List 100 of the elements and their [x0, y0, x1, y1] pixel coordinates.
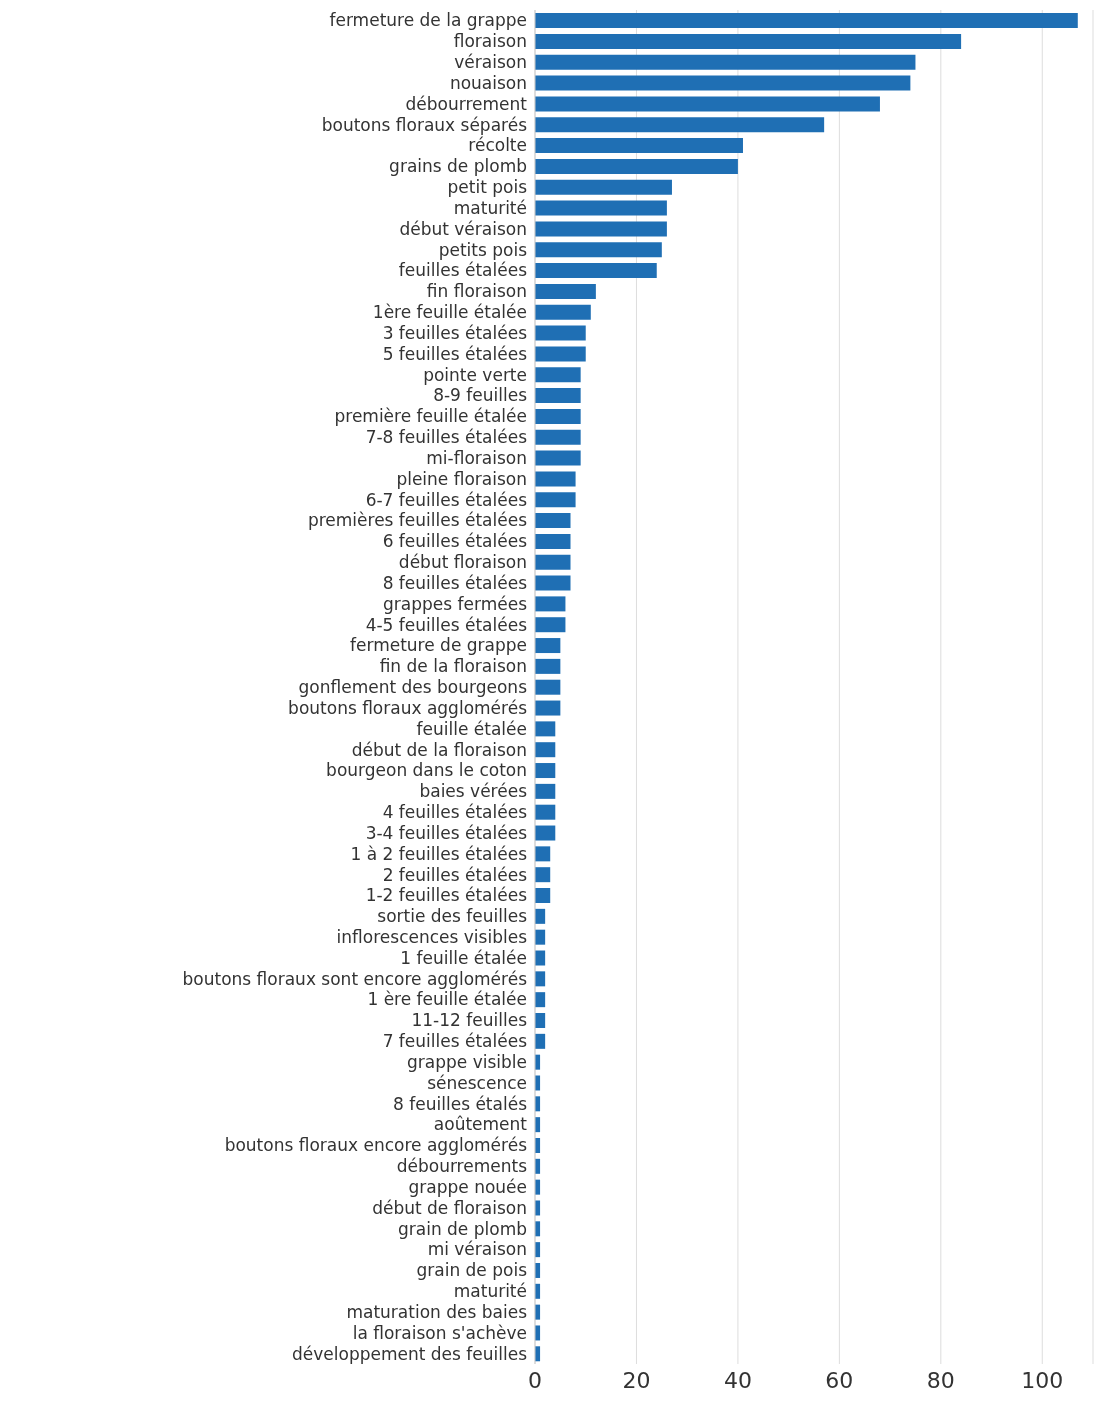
bar [535, 679, 561, 695]
bar [535, 596, 566, 612]
y-tick-label: baies vérées [419, 781, 528, 802]
y-tick-label: nouaison [449, 72, 527, 93]
y-tick-label: bourgeon dans le coton [326, 760, 527, 781]
y-tick-label: 1-2 feuilles étalées [365, 885, 528, 906]
y-tick-label: petits pois [438, 239, 528, 260]
bar [535, 804, 556, 820]
bar [535, 867, 551, 883]
x-tick-label: 40 [723, 1367, 752, 1393]
y-tick-label: boutons floraux agglomérés [288, 697, 528, 718]
y-tick-label: grappes fermées [383, 593, 528, 614]
bar [535, 429, 581, 445]
y-tick-label: 7 feuilles étalées [382, 1031, 528, 1052]
bar [535, 179, 672, 195]
y-tick-label: 3 feuilles étalées [382, 322, 528, 343]
y-tick-label: 11-12 feuilles [411, 1010, 528, 1031]
y-tick-label: premières feuilles étalées [307, 510, 528, 531]
bar [535, 33, 962, 49]
bar [535, 158, 738, 174]
bar [535, 471, 576, 487]
x-tick-label: 20 [622, 1367, 651, 1393]
bar [535, 492, 576, 508]
x-tick-label: 80 [926, 1367, 955, 1393]
y-tick-label: pleine floraison [396, 468, 527, 489]
y-tick-label: pointe verte [423, 364, 527, 385]
y-tick-label: 1 feuille étalée [400, 947, 527, 968]
bar [535, 54, 916, 70]
y-tick-label: 1 à 2 feuilles étalées [350, 843, 528, 864]
bar [535, 388, 581, 404]
bar [535, 242, 662, 258]
bar [535, 846, 551, 862]
y-tick-label: grain de plomb [397, 1218, 527, 1239]
y-tick-label: grappe visible [407, 1051, 527, 1072]
bar [535, 554, 571, 570]
x-tick-label: 100 [1021, 1367, 1064, 1393]
y-tick-label: boutons floraux encore agglomérés [224, 1135, 528, 1156]
bar [535, 75, 911, 91]
x-tick-label: 60 [825, 1367, 854, 1393]
y-tick-label: fermeture de grappe [350, 635, 527, 656]
x-tick-label: 0 [528, 1367, 542, 1393]
y-tick-label: 6-7 feuilles étalées [365, 489, 528, 510]
bar [535, 617, 566, 633]
bar [535, 138, 743, 154]
y-tick-label: début véraison [399, 218, 527, 239]
y-tick-label: première feuille étalée [334, 406, 527, 427]
y-tick-label: 5 feuilles étalées [382, 343, 528, 364]
bar [535, 742, 556, 758]
y-tick-label: floraison [453, 31, 527, 52]
bar [535, 575, 571, 591]
y-tick-label: 2 feuilles étalées [382, 864, 528, 885]
y-tick-label: boutons floraux sont encore agglomérés [182, 968, 528, 989]
bar [535, 721, 556, 737]
y-tick-label: sortie des feuilles [377, 906, 528, 927]
y-tick-label: grains de plomb [389, 156, 527, 177]
y-tick-label: 3-4 feuilles étalées [365, 822, 528, 843]
bar [535, 367, 581, 383]
y-tick-label: mi véraison [427, 1239, 527, 1260]
y-tick-label: 4 feuilles étalées [382, 802, 528, 823]
y-tick-label: 1ère feuille étalée [372, 302, 527, 323]
y-tick-label: débourrement [405, 93, 528, 114]
y-tick-label: début floraison [398, 552, 527, 573]
y-tick-label: développement des feuilles [291, 1343, 528, 1364]
y-tick-label: 1 ère feuille étalée [367, 989, 527, 1010]
y-tick-label: fermeture de la grappe [329, 10, 527, 31]
bar [535, 117, 825, 133]
y-tick-label: 6 feuilles étalées [382, 531, 528, 552]
bar [535, 346, 586, 362]
y-tick-label: feuille étalée [416, 718, 527, 739]
bar [535, 700, 561, 716]
y-tick-label: maturité [453, 1281, 527, 1302]
bar [535, 825, 556, 841]
y-tick-label: mi-floraison [426, 447, 527, 468]
bar [535, 325, 586, 341]
bar [535, 763, 556, 779]
y-tick-label: grain de pois [416, 1260, 528, 1281]
y-tick-label: maturité [453, 197, 527, 218]
bar [535, 96, 880, 112]
bar [535, 888, 551, 904]
bar [535, 638, 561, 654]
y-tick-label: débourrements [396, 1156, 528, 1177]
bar [535, 263, 657, 279]
y-tick-label: 8-9 feuilles [433, 385, 528, 406]
bar [535, 13, 1078, 29]
y-tick-label: la floraison s'achève [352, 1322, 527, 1343]
y-tick-label: boutons floraux séparés [321, 114, 528, 135]
y-tick-label: début de la floraison [351, 739, 527, 760]
y-tick-label: inflorescences visibles [336, 927, 528, 947]
bar [535, 408, 581, 424]
y-tick-label: récolte [468, 135, 527, 156]
bar [535, 533, 571, 549]
y-tick-label: fin floraison [426, 281, 527, 302]
y-tick-label: petit pois [447, 177, 528, 198]
bar [535, 450, 581, 466]
y-tick-label: début de floraison [372, 1197, 527, 1218]
y-tick-label: maturation des baies [346, 1301, 528, 1322]
bar [535, 283, 596, 299]
y-tick-label: 7-8 feuilles étalées [365, 427, 528, 448]
y-tick-label: véraison [454, 52, 527, 73]
y-tick-label: gonflement des bourgeons [298, 677, 528, 698]
